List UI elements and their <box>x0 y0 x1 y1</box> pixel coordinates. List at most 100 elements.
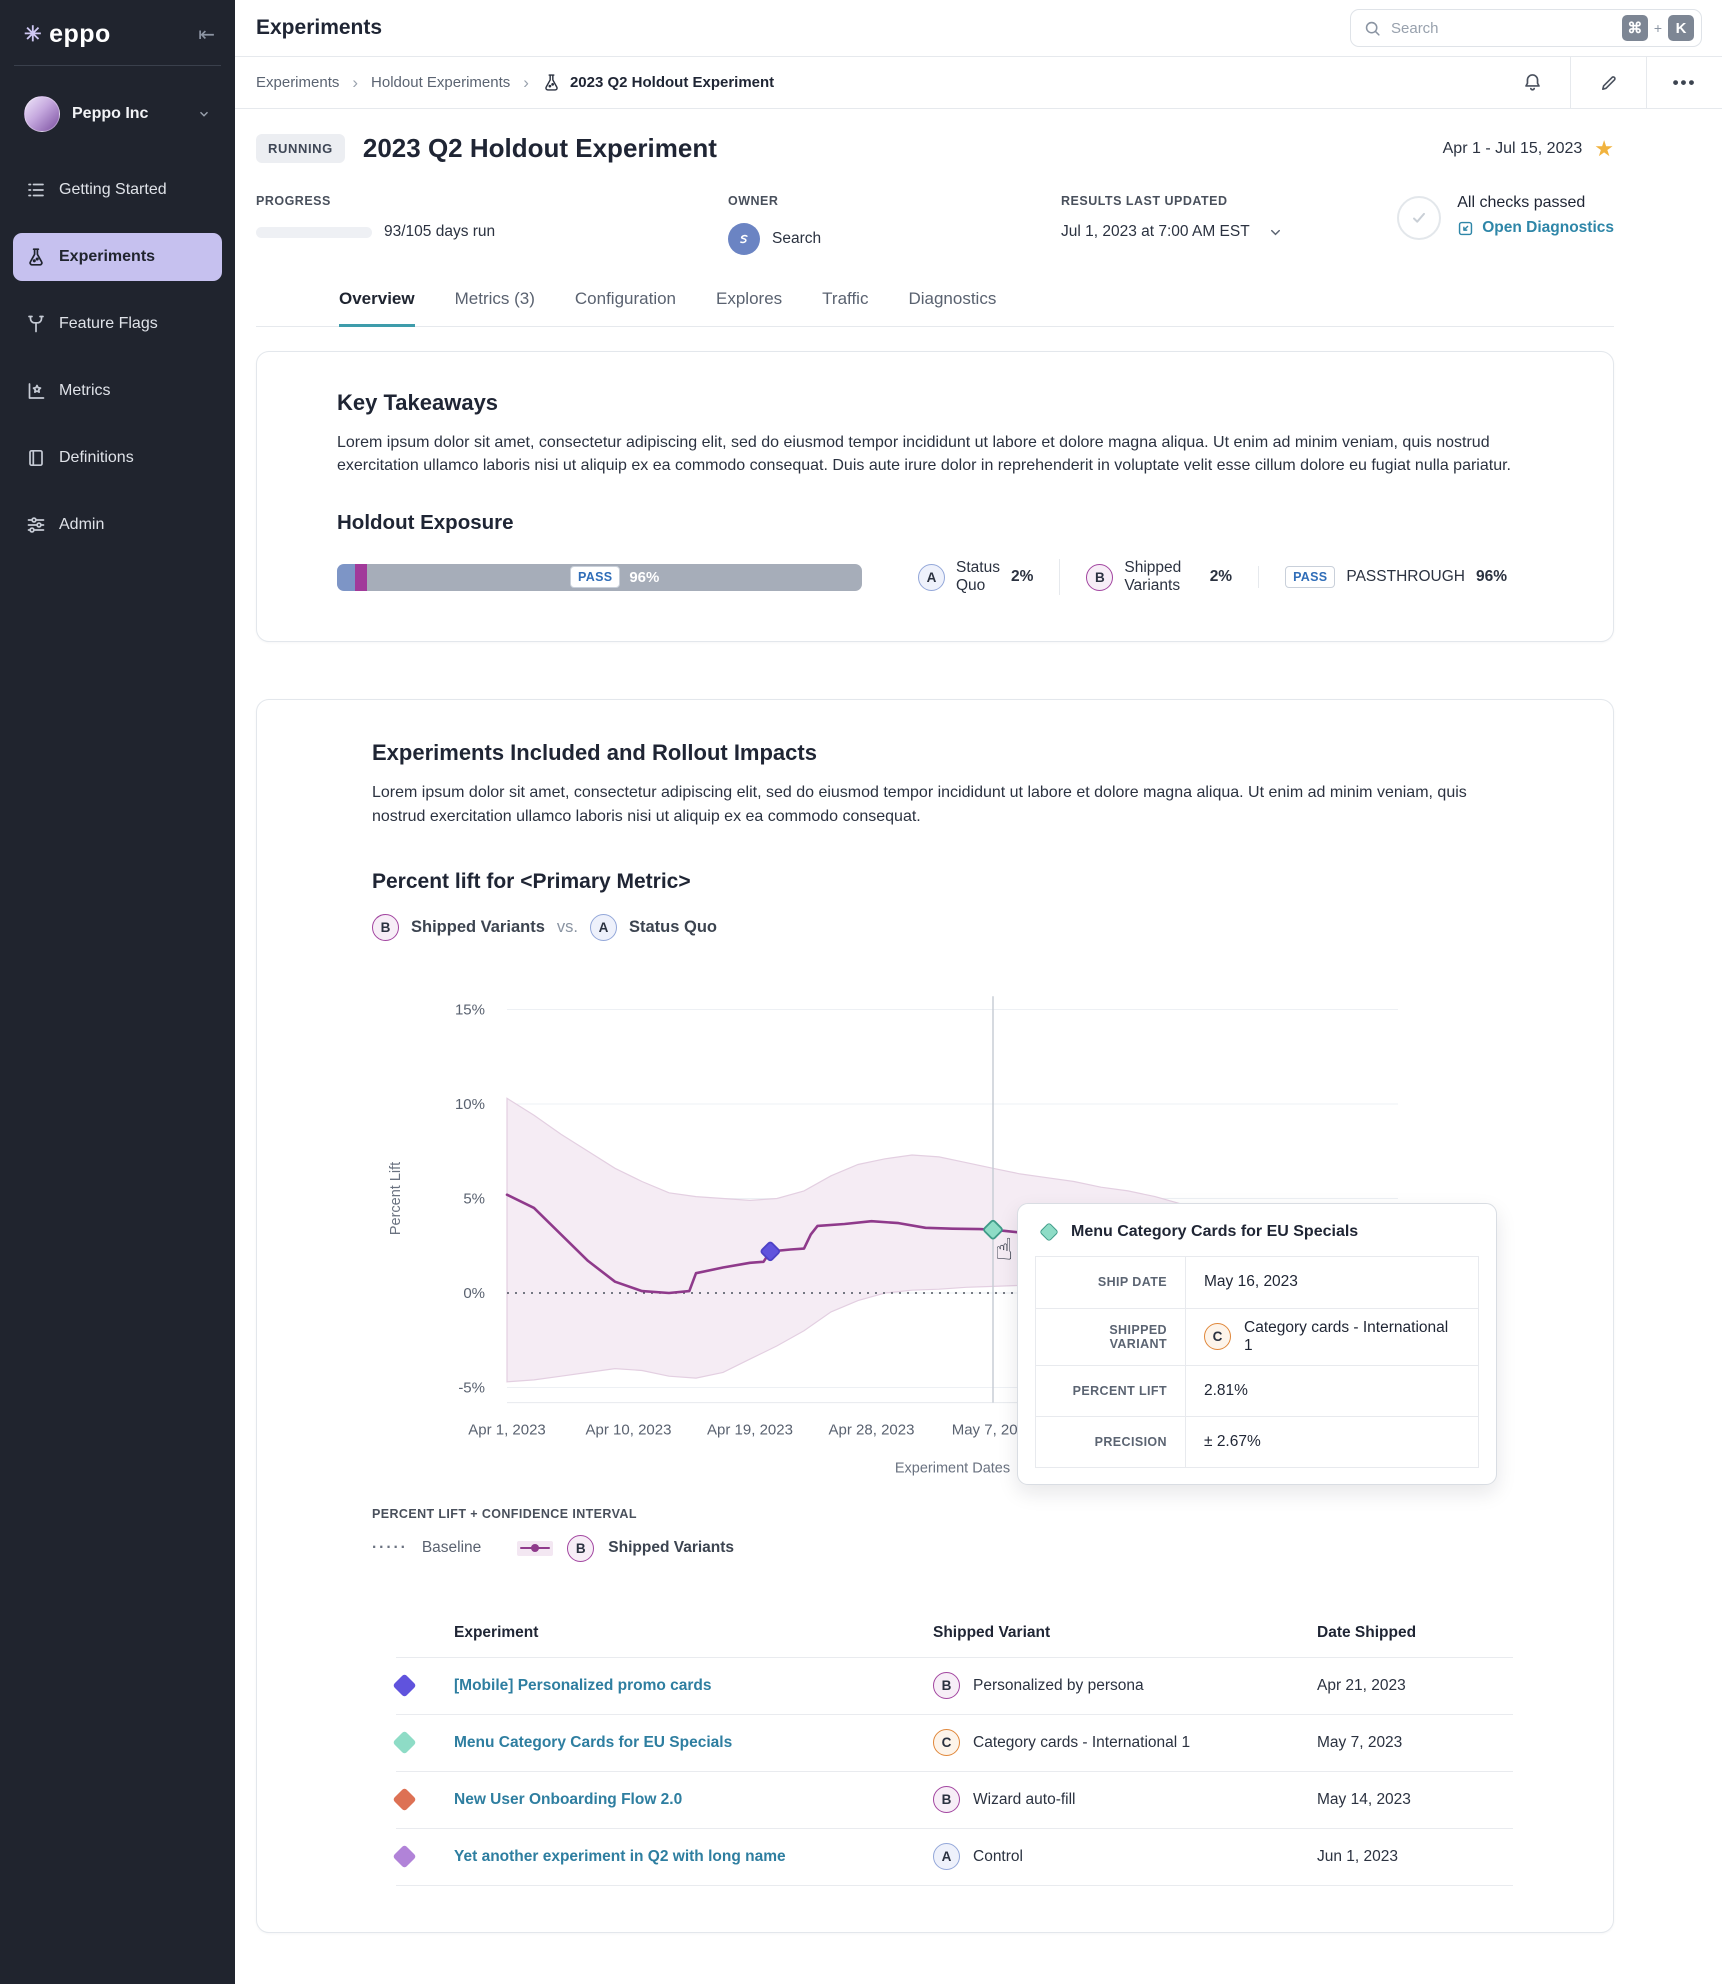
owner-name: Search <box>772 230 821 248</box>
baseline-dots-icon: ····· <box>372 1539 408 1557</box>
edit-button[interactable] <box>1570 57 1646 108</box>
sidebar-item-getting-started[interactable]: Getting Started <box>13 166 222 214</box>
eppo-logo: ✳eppo <box>24 20 111 49</box>
legend-shipped-variants: B Shipped Variants 2% <box>1059 559 1258 595</box>
tab-overview[interactable]: Overview <box>339 289 415 327</box>
flask-icon <box>26 247 46 267</box>
percent-lift-chart: 15%10%5%0%-5%☝Apr 1, 2023Apr 10, 2023Apr… <box>372 963 1513 1493</box>
results-label: RESULTS LAST UPDATED <box>1061 194 1397 208</box>
open-diagnostics-link[interactable]: Open Diagnostics <box>1457 219 1614 237</box>
svg-text:Percent Lift: Percent Lift <box>388 1162 404 1235</box>
tooltip-label: SHIPPED VARIANT <box>1036 1309 1186 1365</box>
series-swatch-icon <box>517 1541 553 1556</box>
tooltip-value: 2.81% <box>1186 1372 1478 1410</box>
tab-configuration[interactable]: Configuration <box>575 289 676 327</box>
experiment-link[interactable]: Menu Category Cards for EU Specials <box>454 1734 732 1751</box>
star-icon[interactable]: ★ <box>1594 136 1614 162</box>
key-takeaways-card: Key Takeaways Lorem ipsum dolor sit amet… <box>256 351 1614 642</box>
pass-badge: PASS <box>570 566 620 588</box>
tab-metrics[interactable]: Metrics (3) <box>455 289 535 327</box>
sidebar-item-admin[interactable]: Admin <box>13 501 222 549</box>
notifications-button[interactable] <box>1494 57 1570 108</box>
chart-legend: PERCENT LIFT + CONFIDENCE INTERVAL ·····… <box>372 1507 1513 1562</box>
page-title: Experiments <box>256 16 382 40</box>
svg-text:15%: 15% <box>455 1001 485 1018</box>
list-icon <box>26 180 46 200</box>
pass-badge: PASS <box>1285 566 1335 588</box>
svg-text:10%: 10% <box>455 1096 485 1113</box>
cmd-key-badge: ⌘ <box>1622 15 1648 41</box>
diamond-icon <box>1039 1222 1059 1242</box>
chevron-down-icon <box>197 107 211 121</box>
sidebar: ✳eppo ⇤ Peppo Inc Getting Started Experi… <box>0 0 235 1984</box>
chart-star-icon <box>26 381 46 401</box>
tooltip-value: C Category cards - International 1 <box>1186 1309 1478 1365</box>
sidebar-item-definitions[interactable]: Definitions <box>13 434 222 482</box>
date-range: Apr 1 - Jul 15, 2023 <box>1443 140 1583 158</box>
sidebar-item-label: Experiments <box>59 248 155 266</box>
tab-diagnostics[interactable]: Diagnostics <box>908 289 996 327</box>
org-switcher[interactable]: Peppo Inc <box>0 96 235 132</box>
sidebar-item-experiments[interactable]: Experiments <box>13 233 222 281</box>
exposure-segment-passthrough: PASS 96% <box>367 564 862 591</box>
tab-traffic[interactable]: Traffic <box>822 289 868 327</box>
variant-badge-a: A <box>933 1843 960 1870</box>
table-row: New User Onboarding Flow 2.0 BWizard aut… <box>396 1772 1513 1829</box>
diamond-icon <box>392 1845 416 1869</box>
sidebar-divider <box>14 65 221 66</box>
exposure-bar: PASS 96% <box>337 564 862 591</box>
holdout-exposure: PASS 96% A Status Quo 2% B Shipped Varia… <box>337 559 1533 595</box>
chevron-down-icon[interactable] <box>1268 225 1283 240</box>
exposure-segment-status-quo <box>337 564 355 591</box>
experiment-link[interactable]: Yet another experiment in Q2 with long n… <box>454 1848 786 1865</box>
org-name: Peppo Inc <box>72 105 185 123</box>
legend-status-quo: A Status Quo 2% <box>892 559 1059 595</box>
sidebar-item-label: Getting Started <box>59 181 167 199</box>
key-takeaways-title: Key Takeaways <box>337 390 1533 416</box>
more-menu-button[interactable]: ••• <box>1646 57 1722 108</box>
tab-explores[interactable]: Explores <box>716 289 782 327</box>
breadcrumb-holdout-experiments[interactable]: Holdout Experiments <box>371 74 510 91</box>
tooltip-label: PERCENT LIFT <box>1036 1366 1186 1416</box>
tooltip-title: Menu Category Cards for EU Specials <box>1071 1223 1358 1241</box>
svg-text:Apr 28, 2023: Apr 28, 2023 <box>829 1421 915 1438</box>
results-value: Jul 1, 2023 at 7:00 AM EST <box>1061 223 1250 241</box>
variant-badge-b: B <box>372 914 399 941</box>
experiment-link[interactable]: New User Onboarding Flow 2.0 <box>454 1791 682 1808</box>
checks-block: All checks passed Open Diagnostics <box>1397 194 1614 255</box>
variant-badge-b: B <box>933 1672 960 1699</box>
eppo-flower-icon: ✳ <box>24 22 42 47</box>
k-key-badge: K <box>1668 15 1694 41</box>
breadcrumb: Experiments › Holdout Experiments › 2023… <box>256 57 774 108</box>
sidebar-nav: Getting Started Experiments Feature Flag… <box>0 166 235 568</box>
tooltip-label: SHIP DATE <box>1036 1257 1186 1308</box>
breadcrumb-experiments[interactable]: Experiments <box>256 74 339 91</box>
variant-badge-a: A <box>590 914 617 941</box>
series-label: Shipped Variants <box>608 1539 734 1557</box>
svg-text:Apr 1, 2023: Apr 1, 2023 <box>468 1421 546 1438</box>
diamond-icon <box>392 1731 416 1755</box>
sidebar-item-feature-flags[interactable]: Feature Flags <box>13 300 222 348</box>
app-window: ✳eppo ⇤ Peppo Inc Getting Started Experi… <box>0 0 1722 1984</box>
progress-text: 93/105 days run <box>384 223 495 241</box>
search-box[interactable]: ⌘ + K <box>1350 9 1702 47</box>
sidebar-item-label: Feature Flags <box>59 315 158 333</box>
svg-text:-5%: -5% <box>458 1379 485 1396</box>
svg-text:0%: 0% <box>463 1285 485 1302</box>
svg-text:Apr 19, 2023: Apr 19, 2023 <box>707 1421 793 1438</box>
search-icon <box>1364 20 1381 37</box>
chart-heading: Percent lift for <Primary Metric> <box>372 870 1513 894</box>
sidebar-collapse-icon[interactable]: ⇤ <box>198 22 215 47</box>
passthrough-value: 96% <box>629 569 659 586</box>
chart-legend-title: PERCENT LIFT + CONFIDENCE INTERVAL <box>372 1507 1513 1521</box>
experiment-link[interactable]: [Mobile] Personalized promo cards <box>454 1677 712 1694</box>
search-input[interactable] <box>1391 20 1612 37</box>
variant-badge-b: B <box>567 1535 594 1562</box>
owner-logo-icon <box>735 230 753 248</box>
sidebar-item-label: Metrics <box>59 382 111 400</box>
sidebar-item-metrics[interactable]: Metrics <box>13 367 222 415</box>
flask-icon <box>542 73 561 92</box>
shortcut-plus: + <box>1654 20 1662 36</box>
status-badge: RUNNING <box>256 134 345 163</box>
breadcrumb-current-label: 2023 Q2 Holdout Experiment <box>570 74 774 91</box>
